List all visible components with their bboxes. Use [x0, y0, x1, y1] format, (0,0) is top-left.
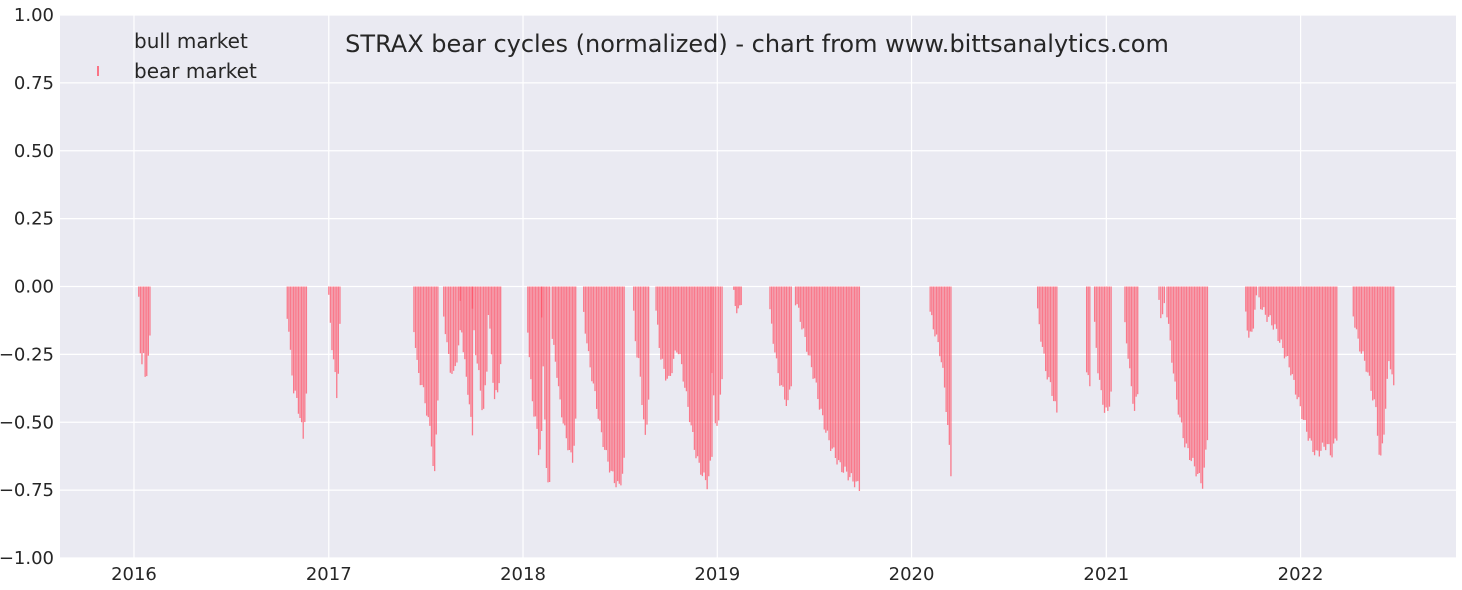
x-tick-labels: 2016 2017 2018 2019 2020 2021 2022	[111, 564, 1323, 585]
chart-title: STRAX bear cycles (normalized) - chart f…	[345, 30, 1169, 58]
x-tick-label: 2019	[694, 564, 740, 585]
y-tick-label: 0.00	[14, 277, 54, 298]
y-tick-label: 0.75	[14, 73, 54, 94]
x-tick-label: 2016	[111, 564, 157, 585]
x-tick-label: 2021	[1083, 564, 1129, 585]
x-tick-label: 2018	[500, 564, 546, 585]
bear-bars	[138, 286, 1395, 491]
y-tick-labels: 1.00 0.75 0.50 0.25 0.00 −0.25 −0.50 −0.75 −1.00	[0, 5, 54, 569]
legend-label-bull: bull market	[134, 29, 248, 53]
y-tick-label: −0.25	[0, 344, 54, 365]
legend: bull market bear market	[97, 29, 257, 83]
y-tick-label: −0.75	[0, 480, 54, 501]
y-tick-label: 0.25	[14, 209, 54, 230]
y-tick-label: 1.00	[14, 5, 54, 26]
y-tick-label: −1.00	[0, 548, 54, 569]
x-tick-label: 2022	[1278, 564, 1324, 585]
x-tick-label: 2017	[306, 564, 352, 585]
x-tick-label: 2020	[889, 564, 935, 585]
legend-label-bear: bear market	[134, 59, 257, 83]
y-tick-label: 0.50	[14, 141, 54, 162]
y-tick-label: −0.50	[0, 412, 54, 433]
